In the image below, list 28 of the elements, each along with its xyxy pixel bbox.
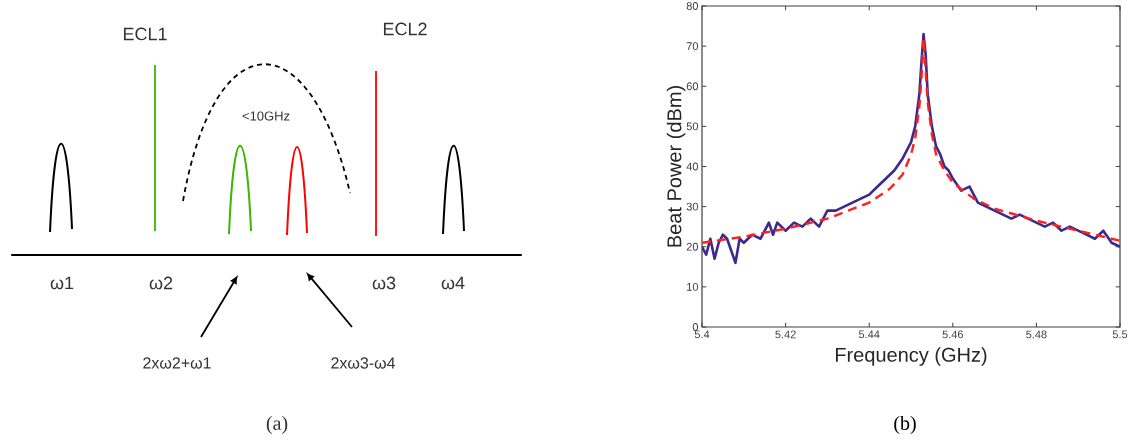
text: 2xω3-ω4 xyxy=(331,357,396,369)
y-tick-label: 60 xyxy=(686,82,699,91)
y-tick-label: 50 xyxy=(686,122,699,131)
text: (a) xyxy=(266,415,288,435)
text: ECL1 xyxy=(123,27,167,41)
text: ω3 xyxy=(372,276,396,290)
y-tick-label: 10 xyxy=(687,282,699,291)
y-tick-label: 30 xyxy=(686,202,699,211)
x-tick-label: 5.48 xyxy=(1026,330,1047,339)
y-axis-title: Beat Power (dBm) xyxy=(666,86,686,247)
x-tick-label: 5.42 xyxy=(775,330,796,339)
text: 2xω2+ω1 xyxy=(143,357,211,369)
y-tick-label: 40 xyxy=(686,162,699,171)
text: ECL2 xyxy=(383,22,427,36)
text: ω4 xyxy=(441,276,465,290)
x-axis-title: Frequency (GHz) xyxy=(835,347,987,366)
y-tick-label: 20 xyxy=(686,242,699,251)
y-tick-label: 0 xyxy=(692,323,699,331)
text: ω2 xyxy=(149,276,173,290)
text: ω1 xyxy=(50,276,74,290)
x-tick-label: 5.4 xyxy=(694,330,710,339)
y-tick-label: 80 xyxy=(686,2,699,10)
x-tick-label: 5.46 xyxy=(942,330,964,339)
text: <10GHz xyxy=(242,111,290,121)
text: (b) xyxy=(894,415,916,435)
y-tick-label: 70 xyxy=(686,42,699,51)
x-tick-label: 5.5 xyxy=(1112,330,1128,339)
x-tick-label: 5.44 xyxy=(858,330,880,339)
